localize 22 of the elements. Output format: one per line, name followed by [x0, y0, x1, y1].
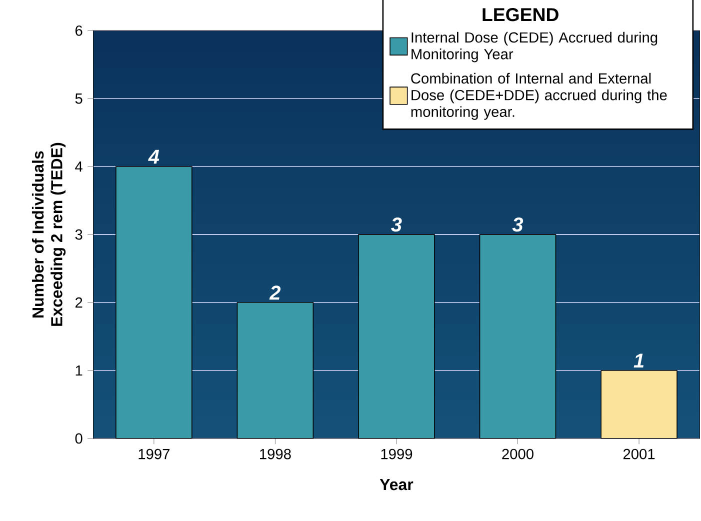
legend-title: LEGEND	[482, 8, 558, 22]
x-tick-label: 1998	[260, 448, 291, 460]
data-label: 1	[634, 354, 644, 368]
y-tick-label: 0	[75, 433, 82, 444]
legend-label: Internal Dose (CEDE) Accrued during Monitoring Year	[412, 32, 658, 62]
y-tick-label: 6	[76, 25, 82, 36]
y-tick-label: 5	[75, 93, 82, 104]
x-tick-label: 1999	[381, 448, 412, 460]
x-tick-label: 2001	[623, 448, 655, 460]
y-axis-title: Number of Individuals Exceeding 2 rem (TEDE)	[32, 142, 66, 326]
x-axis-title: Year	[380, 479, 414, 490]
x-tick-label: 1997	[138, 448, 170, 460]
data-label: 4	[148, 150, 160, 164]
y-tick-label: 3	[75, 229, 82, 240]
y-tick-label: 4	[75, 162, 82, 172]
x-tick-label: 2000	[502, 448, 534, 460]
y-tick-label: 1	[76, 365, 82, 376]
y-tick-label: 2	[75, 297, 82, 308]
data-label: 3	[512, 217, 524, 232]
data-label: 2	[269, 286, 281, 300]
data-label: 3	[391, 217, 402, 232]
legend-label: Combination of Internal and External Dose (CEDE+DDE) accrued during the monitoring year.	[411, 72, 667, 120]
